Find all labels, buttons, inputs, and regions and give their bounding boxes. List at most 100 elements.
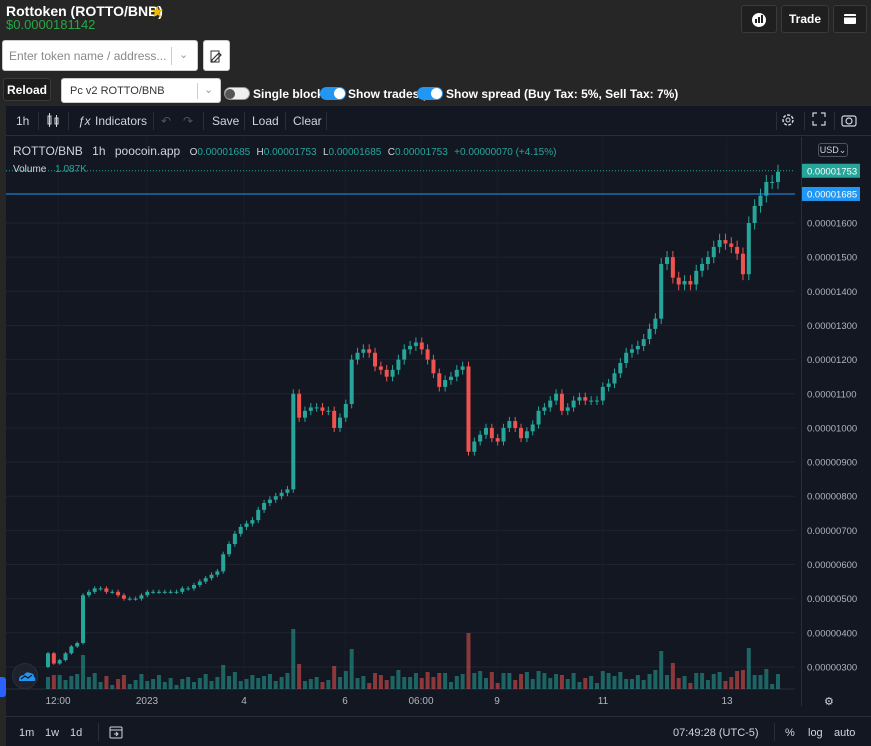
- volume-bar: [104, 676, 109, 689]
- log-toggle[interactable]: log: [808, 727, 823, 739]
- candle: [507, 421, 512, 428]
- candle: [221, 554, 226, 572]
- candle: [244, 523, 249, 527]
- candle: [600, 386, 605, 401]
- token-title: Rottoken (ROTTO/BNB): [6, 3, 163, 19]
- candle: [746, 223, 751, 275]
- candle: [192, 584, 196, 589]
- chevron-down-icon[interactable]: ⌄: [179, 49, 189, 61]
- candle: [367, 349, 372, 353]
- show-spread-label: Show spread (Buy Tax: 5%, Sell Tax: 7%): [446, 87, 679, 101]
- candle: [343, 403, 348, 418]
- candle: [145, 591, 150, 596]
- camera-icon[interactable]: [841, 113, 857, 130]
- volume-bar: [752, 675, 757, 689]
- chart-gauge-icon: [752, 13, 766, 27]
- candle: [565, 407, 570, 411]
- legend-change: +0.00000070 (+4.15%): [454, 147, 557, 158]
- volume-bar: [332, 666, 337, 689]
- currency-value: USD: [819, 145, 839, 155]
- candle: [425, 349, 430, 360]
- y-tick-label: 0.00000800: [807, 492, 857, 503]
- candle: [86, 591, 91, 596]
- show-trades-toggle[interactable]: [320, 87, 346, 100]
- token-search-input[interactable]: [3, 41, 168, 70]
- candle: [536, 410, 541, 425]
- chart-view-button[interactable]: [741, 5, 777, 33]
- candle: [454, 369, 459, 377]
- volume-bar: [659, 651, 664, 689]
- indicators-button[interactable]: Indicators: [95, 114, 148, 128]
- range-button-1[interactable]: 1w: [45, 727, 60, 739]
- clock-time[interactable]: 07:49:28 (UTC-5): [673, 727, 759, 739]
- candle: [326, 410, 331, 412]
- undo-icon[interactable]: ↶: [161, 114, 172, 128]
- axis-settings-gear-icon[interactable]: ⚙: [824, 696, 834, 708]
- x-tick-label: 13: [721, 696, 733, 707]
- last-price-badge: [802, 163, 860, 178]
- volume-bar: [600, 671, 605, 689]
- currency-select[interactable]: USD ⌄: [818, 143, 848, 157]
- range-button-2[interactable]: 1d: [70, 727, 83, 739]
- single-blocks-toggle[interactable]: [224, 87, 250, 100]
- candle: [554, 393, 559, 401]
- volume-bar: [554, 674, 559, 689]
- clear-button[interactable]: Clear: [293, 114, 322, 128]
- candle: [314, 407, 319, 409]
- x-tick-label: 9: [494, 696, 500, 707]
- load-button[interactable]: Load: [252, 114, 279, 128]
- candle: [542, 407, 547, 411]
- volume-bar: [542, 673, 547, 689]
- legend-symbol: ROTTO/BNB: [13, 144, 83, 158]
- volume-bar: [51, 675, 56, 689]
- show-spread-toggle[interactable]: [417, 87, 443, 100]
- price-chart[interactable]: 1h ƒx Indicators ↶ ↷ Save Load Clear 0.0…: [6, 106, 871, 746]
- reload-button[interactable]: Reload: [3, 78, 51, 101]
- wallet-button[interactable]: [833, 5, 867, 33]
- range-button-0[interactable]: 1m: [19, 727, 35, 739]
- volume-bar: [349, 649, 354, 689]
- toolbar-divider: [776, 112, 777, 130]
- volume-bar: [431, 677, 436, 689]
- date-range-icon[interactable]: [109, 725, 123, 742]
- volume-bar: [413, 673, 418, 689]
- legend-high: 0.00001753: [263, 147, 317, 158]
- save-button[interactable]: Save: [212, 114, 240, 128]
- settings-gear-icon[interactable]: [780, 112, 796, 131]
- y-tick-label: 0.00000900: [807, 458, 857, 469]
- pair-select[interactable]: Pc v2 ROTTO/BNB ⌄: [61, 78, 221, 103]
- edit-button[interactable]: [203, 40, 230, 71]
- volume-bar: [770, 684, 775, 689]
- redo-icon[interactable]: ↷: [183, 114, 194, 128]
- volume-bar: [635, 675, 640, 689]
- volume-bar: [571, 673, 576, 689]
- volume-bar: [454, 676, 459, 689]
- candle: [297, 393, 302, 418]
- candle: [519, 427, 524, 439]
- volume-bar: [717, 672, 722, 689]
- interval-button[interactable]: 1h: [16, 114, 30, 128]
- star-icon[interactable]: ★: [150, 4, 165, 21]
- show-trades-label: Show trades |: [348, 87, 427, 101]
- candles-icon[interactable]: [46, 112, 60, 131]
- chart-plot[interactable]: 0.00001600 0.00001500 0.00001400 0.00001300…: [6, 137, 871, 707]
- candle: [682, 281, 687, 285]
- side-panel-tab[interactable]: [0, 677, 6, 697]
- volume-bar: [46, 677, 50, 689]
- volume-bar: [116, 679, 121, 689]
- volume-bar: [69, 676, 74, 689]
- volume-bar: [151, 679, 156, 689]
- percent-toggle[interactable]: %: [785, 727, 795, 739]
- candle: [711, 246, 716, 258]
- auto-toggle[interactable]: auto: [834, 727, 856, 739]
- trade-button[interactable]: Trade: [781, 5, 829, 33]
- candle: [612, 373, 617, 384]
- candle: [332, 410, 337, 428]
- candle: [203, 578, 208, 582]
- volume-bar: [594, 683, 599, 689]
- fullscreen-icon[interactable]: [812, 112, 826, 129]
- volume-bar: [227, 676, 232, 689]
- candle: [174, 591, 179, 593]
- candle: [69, 646, 74, 654]
- toolbar-divider: [326, 112, 327, 130]
